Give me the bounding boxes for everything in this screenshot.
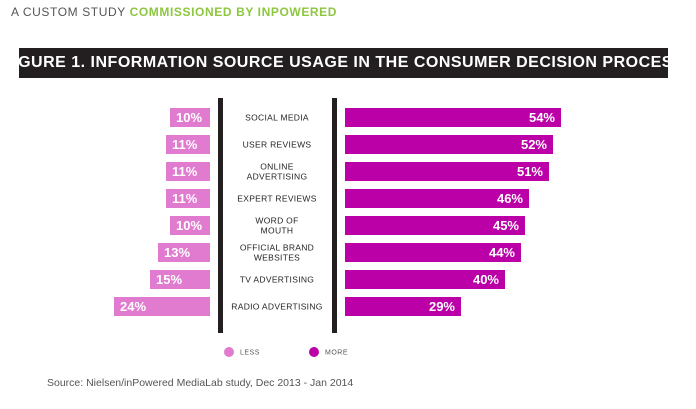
category-label-line: WEBSITES — [254, 253, 300, 263]
less-bar — [170, 216, 210, 235]
more-bar-label: 52% — [521, 137, 547, 152]
source-note: Source: Nielsen/inPowered MediaLab study… — [47, 377, 354, 389]
more-bar — [345, 270, 505, 289]
category-label: ONLINE ADVERTISING — [247, 162, 308, 182]
chart-title: FIGURE 1. INFORMATION SOURCE USAGE IN TH… — [2, 54, 685, 71]
header-prefix: A CUSTOM STUDY — [11, 5, 126, 19]
chart-title-bar: FIGURE 1. INFORMATION SOURCE USAGE IN TH… — [3, 48, 684, 78]
category-label-line: EXPERT REVIEWS — [237, 194, 316, 204]
less-bar — [166, 162, 210, 181]
category-label: USER REVIEWS — [243, 140, 312, 150]
category-label: EXPERT REVIEWS — [237, 194, 316, 204]
more-bar — [345, 297, 461, 316]
legend-more-label: MORE — [325, 350, 348, 357]
more-bar-label: 45% — [493, 218, 519, 233]
category-label-line: SOCIAL MEDIA — [245, 113, 309, 123]
less-bar-label: 11% — [172, 137, 198, 152]
divider-right — [332, 98, 337, 333]
less-bar — [170, 108, 210, 127]
more-bar — [345, 243, 521, 262]
category-label: WORD OF MOUTH — [255, 216, 298, 236]
category-label-line: ADVERTISING — [247, 172, 308, 182]
less-bar — [114, 297, 210, 316]
category-label-line: RADIO ADVERTISING — [231, 302, 322, 312]
category-label-line: OFFICIAL BRAND — [240, 243, 314, 253]
more-bar — [345, 162, 549, 181]
more-bar-label: 40% — [473, 272, 499, 287]
less-bar-label: 11% — [172, 191, 198, 206]
more-bar-label: 51% — [517, 164, 543, 179]
less-bar-label: 10% — [176, 110, 202, 125]
more-bar — [345, 216, 525, 235]
header-line: A CUSTOM STUDY COMMISSIONED BY INPOWERED — [11, 5, 337, 19]
less-bar-label: 11% — [172, 164, 198, 179]
more-bar — [345, 135, 553, 154]
divider-left — [218, 98, 223, 333]
less-bar — [166, 189, 210, 208]
more-bar-label: 29% — [429, 299, 455, 314]
category-label: TV ADVERTISING — [240, 275, 314, 285]
category-label-line: USER REVIEWS — [243, 140, 312, 150]
less-bar-label: 24% — [120, 299, 146, 314]
legend-less-swatch — [224, 347, 234, 357]
category-label-line: MOUTH — [261, 226, 294, 236]
more-bar-label: 46% — [497, 191, 523, 206]
more-bar-label: 54% — [529, 110, 555, 125]
less-bar-label: 15% — [156, 272, 182, 287]
category-label: RADIO ADVERTISING — [231, 302, 322, 312]
less-bar-label: 13% — [164, 245, 190, 260]
less-bar-label: 10% — [176, 218, 202, 233]
category-label-line: ONLINE — [260, 162, 293, 172]
less-bar — [150, 270, 210, 289]
more-bar — [345, 108, 561, 127]
category-label: OFFICIAL BRAND WEBSITES — [240, 243, 314, 263]
category-label-line: WORD OF — [255, 216, 298, 226]
category-label: SOCIAL MEDIA — [245, 113, 309, 123]
chart: 10% 54% SOCIAL MEDIA 11% 52% USER REVIEWS 11% 5… — [114, 98, 561, 357]
header-highlight: COMMISSIONED BY INPOWERED — [129, 5, 338, 19]
more-bar-label: 44% — [489, 245, 515, 260]
category-label-line: TV ADVERTISING — [240, 275, 314, 285]
less-bar — [166, 135, 210, 154]
legend-more-swatch — [309, 347, 319, 357]
legend-less-label: LESS — [240, 350, 260, 357]
less-bar — [158, 243, 210, 262]
more-bar — [345, 189, 529, 208]
